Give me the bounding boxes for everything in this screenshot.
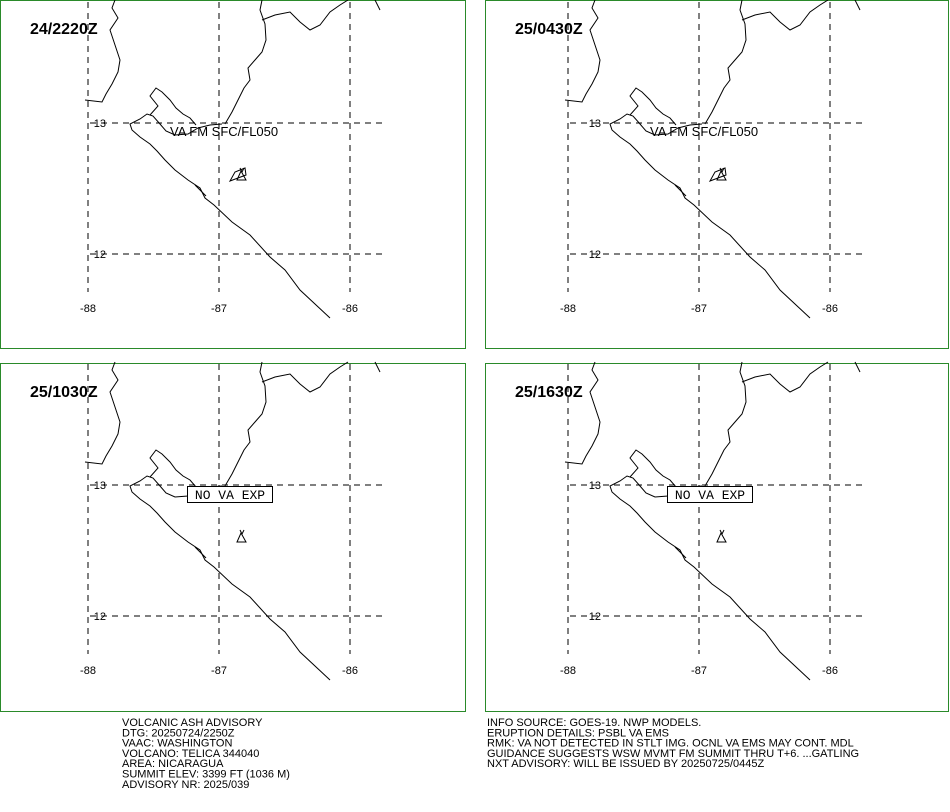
valid-time: 25/1630Z [515,384,583,401]
valid-time: 25/0430Z [515,21,583,38]
advisory-line: VOLCANIC ASH ADVISORY [122,717,263,729]
advisory-line: ERUPTION DETAILS: PSBL VA EMS [487,727,669,739]
coastline [84,0,381,319]
advisory-right: INFO SOURCE: GOES-19. NWP MODELS.ERUPTIO… [487,717,859,770]
lat-label: 13 [94,480,106,492]
lon-label: -88 [560,303,576,315]
advisory-line: GUIDANCE SUGGESTS WSW MVMT FM SUMMIT THR… [487,748,859,760]
coastline [564,361,861,681]
coastline [84,361,381,681]
lon-label: -86 [822,665,838,677]
ash-annotation: NO VA EXP [195,488,265,503]
ash-cloud [229,167,247,182]
annotation-box [187,486,273,503]
lat-label: 12 [589,249,601,261]
advisory-line: AREA: NICARAGUA [122,758,224,770]
map-panel: 13 12 -88 -87 -86 VA FM SFC/FL050 [560,0,862,319]
map-panel: 13 12 -88 -87 -86 NO VA EXP [80,361,382,681]
advisory-line: ADVISORY NR: 2025/039 [122,779,249,791]
lon-label: -86 [342,665,358,677]
panel-frame [485,363,949,712]
advisory-line: NXT ADVISORY: WILL BE ISSUED BY 20250725… [487,758,764,770]
ash-annotation: VA FM SFC/FL050 [170,124,278,139]
lat-label: 13 [589,118,601,130]
advisory-line: RMK: VA NOT DETECTED IN STLT IMG. OCNL V… [487,738,854,750]
panel-frame [485,0,949,349]
lon-label: -87 [211,303,227,315]
lon-label: -86 [342,303,358,315]
advisory-line: INFO SOURCE: GOES-19. NWP MODELS. [487,717,701,729]
lon-label: -88 [80,665,96,677]
lat-label: 12 [589,611,601,623]
advisory-line: DTG: 20250724/2250Z [122,727,235,739]
volcano-symbol [716,529,727,543]
lon-label: -87 [211,665,227,677]
lon-label: -88 [560,665,576,677]
panel-frame [0,0,466,349]
lon-label: -87 [691,665,707,677]
ash-annotation: NO VA EXP [675,488,745,503]
map-panel: 13 12 -88 -87 -86 VA FM SFC/FL050 [80,0,382,319]
lon-label: -87 [691,303,707,315]
panel-frame [0,363,466,712]
panels: 13 12 -88 -87 -86 VA FM SFC/FL050 24/2220Z 13 12… [0,0,949,712]
lon-label: -88 [80,303,96,315]
map-panel: 13 12 -88 -87 -86 NO VA EXP [560,361,862,681]
advisory-line: SUMMIT ELEV: 3399 FT (1036 M) [122,769,290,781]
volcano-symbol [236,529,247,543]
lat-label: 13 [94,118,106,130]
lat-label: 12 [94,611,106,623]
lat-label: 12 [94,249,106,261]
lon-label: -86 [822,303,838,315]
ash-cloud [709,167,727,182]
coastline [564,0,861,319]
advisory-line: VOLCANO: TELICA 344040 [122,748,259,760]
lat-label: 13 [589,480,601,492]
valid-time: 24/2220Z [30,21,98,38]
annotation-box [667,486,753,503]
valid-time: 25/1030Z [30,384,98,401]
ash-annotation: VA FM SFC/FL050 [650,124,758,139]
advisory-line: VAAC: WASHINGTON [122,738,232,750]
